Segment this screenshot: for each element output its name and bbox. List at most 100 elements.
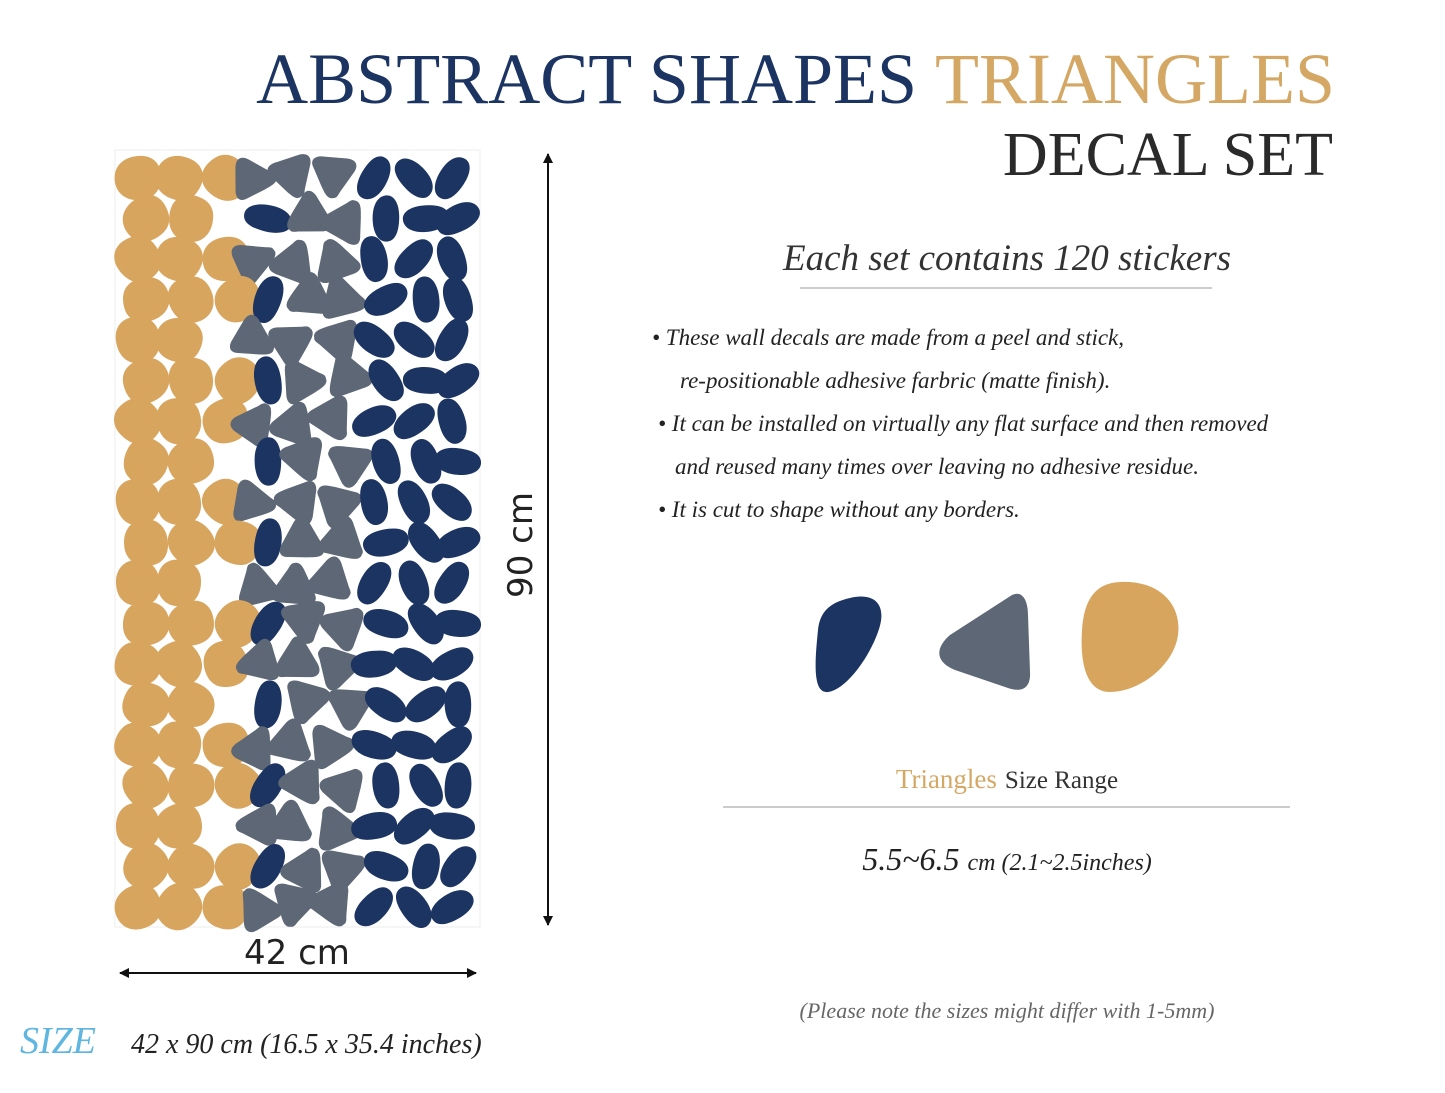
decal-shape xyxy=(442,276,474,322)
decal-shape xyxy=(268,239,312,284)
decal-shape xyxy=(319,768,363,814)
note: (Please note the sizes might differ with… xyxy=(800,998,1215,1023)
decal-shape xyxy=(229,314,275,355)
decal-shape xyxy=(352,405,397,437)
height-label: 90 cm xyxy=(501,492,541,598)
shape-icon xyxy=(1081,581,1179,692)
decal-shape xyxy=(317,239,361,283)
decal-shape xyxy=(407,603,444,645)
decal-shape xyxy=(122,357,170,404)
decal-shape xyxy=(312,156,357,199)
decal-shape xyxy=(254,518,282,567)
decal-shape xyxy=(114,155,162,200)
decal-shape xyxy=(363,609,409,639)
decal-shape xyxy=(268,401,312,446)
decal-shape xyxy=(411,843,440,890)
decal-shape xyxy=(440,846,477,888)
decal-shape xyxy=(214,520,262,566)
decal-shape xyxy=(252,276,284,324)
decal-shape xyxy=(371,438,401,484)
decal-shape xyxy=(394,239,433,279)
decal-shape xyxy=(363,528,409,557)
decal-shape xyxy=(214,600,261,648)
decal-shape xyxy=(410,438,442,484)
decal-shape xyxy=(280,847,322,893)
decal-shape xyxy=(360,236,388,283)
decal-shape xyxy=(231,245,276,286)
decal-shape xyxy=(281,601,326,644)
decal-shape xyxy=(166,843,215,889)
decal-shape xyxy=(167,276,214,323)
decal-shape xyxy=(318,806,362,851)
title-accent: TRIANGLES xyxy=(935,39,1335,119)
decal-shape xyxy=(444,681,472,728)
decal-shape xyxy=(278,759,320,805)
decal-shape xyxy=(250,601,286,646)
bullet-line: • It is cut to shape without any borders… xyxy=(658,497,1020,522)
decal-shape xyxy=(357,562,392,605)
decal-shape xyxy=(436,526,481,559)
shape-icon xyxy=(939,593,1031,690)
decal-shape xyxy=(412,276,440,323)
decal-shape xyxy=(114,641,162,686)
decal-shape xyxy=(393,403,435,440)
decal-shape xyxy=(306,556,351,600)
decal-shape xyxy=(122,762,169,809)
size-range-value: 5.5~6.5 cm (2.1~2.5inches) xyxy=(862,841,1152,877)
decal-shape xyxy=(431,726,472,764)
decal-shape xyxy=(214,843,262,891)
decal-shape xyxy=(157,478,202,526)
decal-shape xyxy=(203,640,249,687)
decal-shape xyxy=(351,811,397,840)
decal-shape xyxy=(431,483,472,521)
title: ABSTRACT SHAPES TRIANGLES xyxy=(256,39,1335,119)
decal-shape xyxy=(436,202,480,236)
decal-shape xyxy=(360,479,389,525)
decal-shape xyxy=(353,321,395,358)
decal-shape xyxy=(284,359,327,405)
decal-shape xyxy=(279,437,322,482)
size-range-name: Triangles xyxy=(896,764,997,794)
decal-shape xyxy=(435,318,469,362)
decal-shape xyxy=(267,799,312,842)
decal-shape xyxy=(123,842,170,890)
decal-shape xyxy=(363,851,409,882)
decal-shape xyxy=(202,885,250,930)
decal-shape xyxy=(318,646,362,691)
decal-shape xyxy=(267,154,311,198)
decal-shape xyxy=(235,638,280,681)
decal-shape xyxy=(230,403,272,448)
decal-shape xyxy=(437,398,467,444)
decal-shape xyxy=(155,318,203,363)
decal-shape xyxy=(271,562,316,605)
title-part: ABSTRACT SHAPES xyxy=(256,39,917,119)
decal-shape xyxy=(372,195,400,242)
decal-shape xyxy=(391,730,437,760)
decal-shape xyxy=(253,356,282,405)
bullet-line: • It can be installed on virtually any f… xyxy=(658,411,1269,436)
decal-shape xyxy=(239,562,281,606)
decal-shape xyxy=(434,561,470,604)
decal-shape xyxy=(155,155,203,201)
decal-shape xyxy=(155,803,202,849)
decal-shape xyxy=(169,194,214,242)
decal-shape xyxy=(354,887,393,927)
decal-shape xyxy=(429,812,475,840)
decal-shape xyxy=(364,687,407,723)
width-label: 42 cm xyxy=(244,933,350,973)
decal-shape xyxy=(116,802,160,850)
decal-shape xyxy=(434,157,470,200)
decal-shape xyxy=(287,680,331,725)
decal-shape xyxy=(231,726,271,771)
decal-shape xyxy=(156,398,202,445)
contents-heading: Each set contains 120 stickers xyxy=(782,238,1231,279)
decal-shape xyxy=(393,321,435,358)
decal-shape xyxy=(114,235,162,283)
decal-shape xyxy=(444,762,472,809)
decal-shape xyxy=(115,317,161,364)
bullet-line: • These wall decals are made from a peel… xyxy=(652,325,1124,350)
decal-shape xyxy=(405,686,447,723)
decal-shape xyxy=(328,446,373,488)
decal-shape xyxy=(167,438,215,485)
